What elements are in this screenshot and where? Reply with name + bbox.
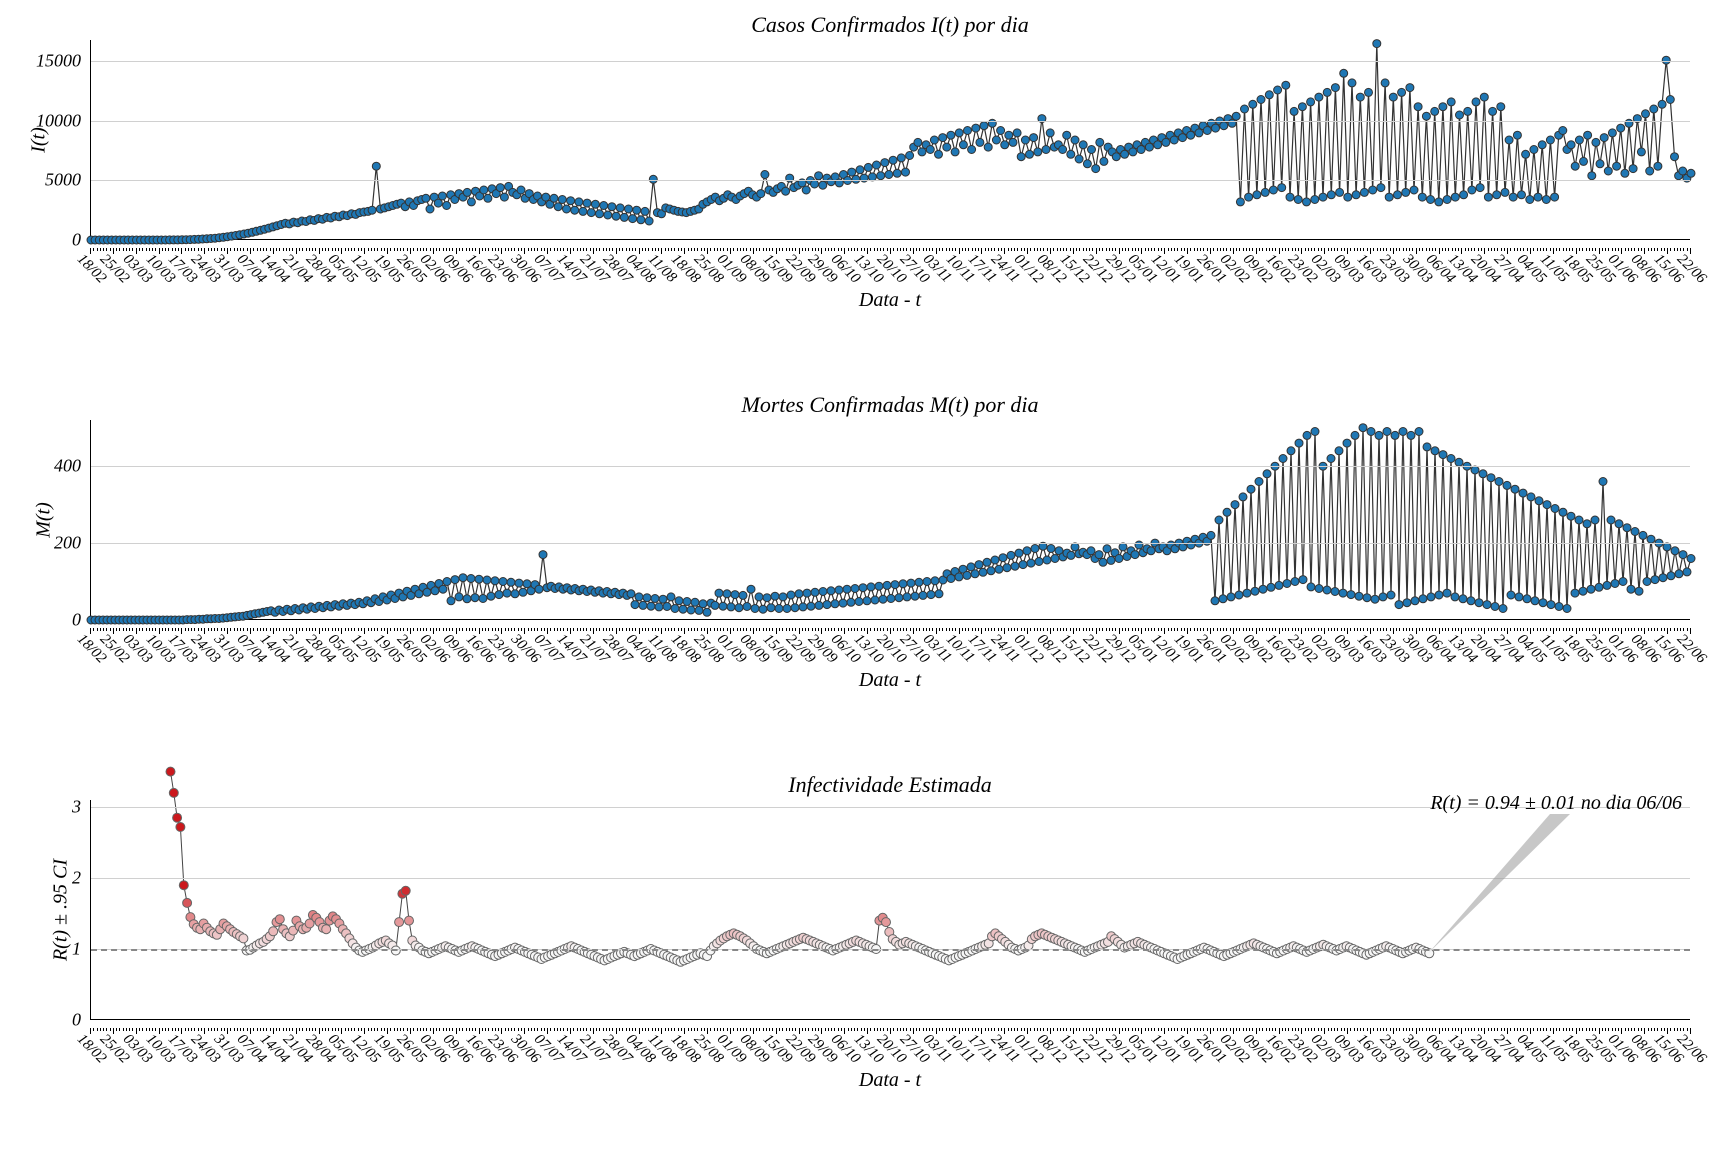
deaths-title: Mortes Confirmadas M(t) por dia: [90, 392, 1690, 418]
deaths-series: [91, 420, 391, 570]
deaths-ylabel: M(t): [32, 502, 55, 538]
cases-plot: 050001000015000: [90, 40, 1690, 240]
rt-annotation-arrow: [90, 800, 1690, 1020]
deaths-plot: 0200400: [90, 420, 1690, 620]
panel-deaths: Mortes Confirmadas M(t) por dia M(t) 020…: [90, 420, 1690, 620]
cases-title: Casos Confirmados I(t) por dia: [90, 12, 1690, 38]
cases-series: [91, 40, 391, 190]
panel-cases: Casos Confirmados I(t) por dia I(t) 0500…: [90, 40, 1690, 240]
rt-xlabel: Data - t: [90, 1069, 1690, 1092]
figure: Casos Confirmados I(t) por dia I(t) 0500…: [0, 0, 1728, 1152]
panel-rt: Infectividade Estimada R(t) ± .95 CI 012…: [90, 800, 1690, 1020]
deaths-xlabel: Data - t: [90, 669, 1690, 692]
rt-ylabel: R(t) ± .95 CI: [50, 859, 73, 961]
cases-ylabel: I(t): [27, 127, 50, 153]
cases-xlabel: Data - t: [90, 289, 1690, 312]
